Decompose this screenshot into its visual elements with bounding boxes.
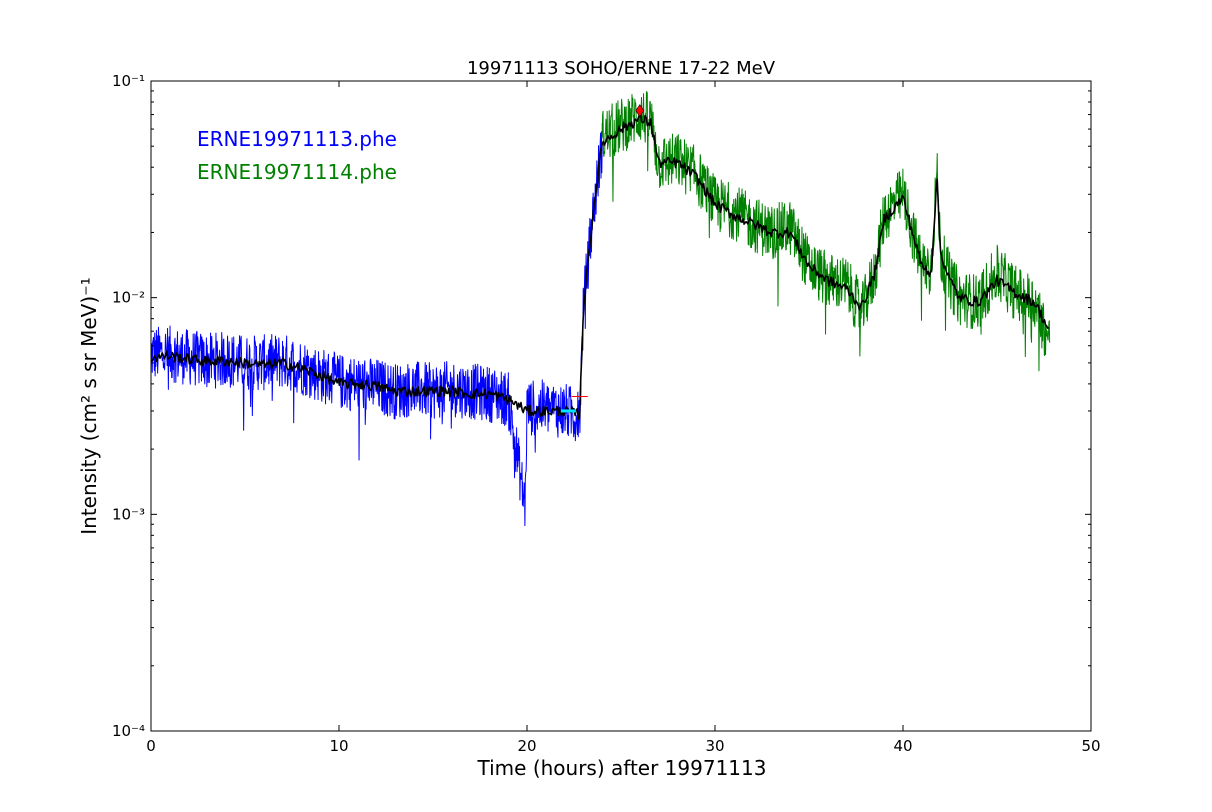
peak-marker xyxy=(635,104,645,118)
plot-area xyxy=(151,91,1051,527)
x-tick-label: 20 xyxy=(517,737,536,755)
series-line-1 xyxy=(601,91,1051,372)
y-tick-label: 10⁻² xyxy=(112,289,145,307)
x-tick-label: 50 xyxy=(1081,737,1100,755)
x-tick-label: 0 xyxy=(146,737,156,755)
legend-entry: ERNE19971113.phe xyxy=(197,127,397,151)
legend: ERNE19971113.phe ERNE19971114.phe xyxy=(197,127,397,184)
series-line-2 xyxy=(151,113,1050,420)
x-tick-label: 40 xyxy=(893,737,912,755)
y-tick-label: 10⁻³ xyxy=(112,505,145,523)
axis-ticks: 0 10 20 30 40 50 10⁻⁴ 10⁻³ 10⁻² 10⁻¹ xyxy=(112,72,1101,755)
legend-entry: ERNE19971114.phe xyxy=(197,160,397,184)
y-tick-label: 10⁻¹ xyxy=(112,72,145,90)
y-tick-label: 10⁻⁴ xyxy=(112,722,145,740)
y-axis-label: Intensity (cm² s sr MeV)⁻¹ xyxy=(77,277,101,534)
x-axis-label: Time (hours) after 19971113 xyxy=(477,756,767,780)
x-tick-label: 10 xyxy=(329,737,348,755)
chart-title: 19971113 SOHO/ERNE 17-22 MeV xyxy=(467,58,776,79)
axes-frame xyxy=(150,80,1092,732)
x-tick-label: 30 xyxy=(705,737,724,755)
